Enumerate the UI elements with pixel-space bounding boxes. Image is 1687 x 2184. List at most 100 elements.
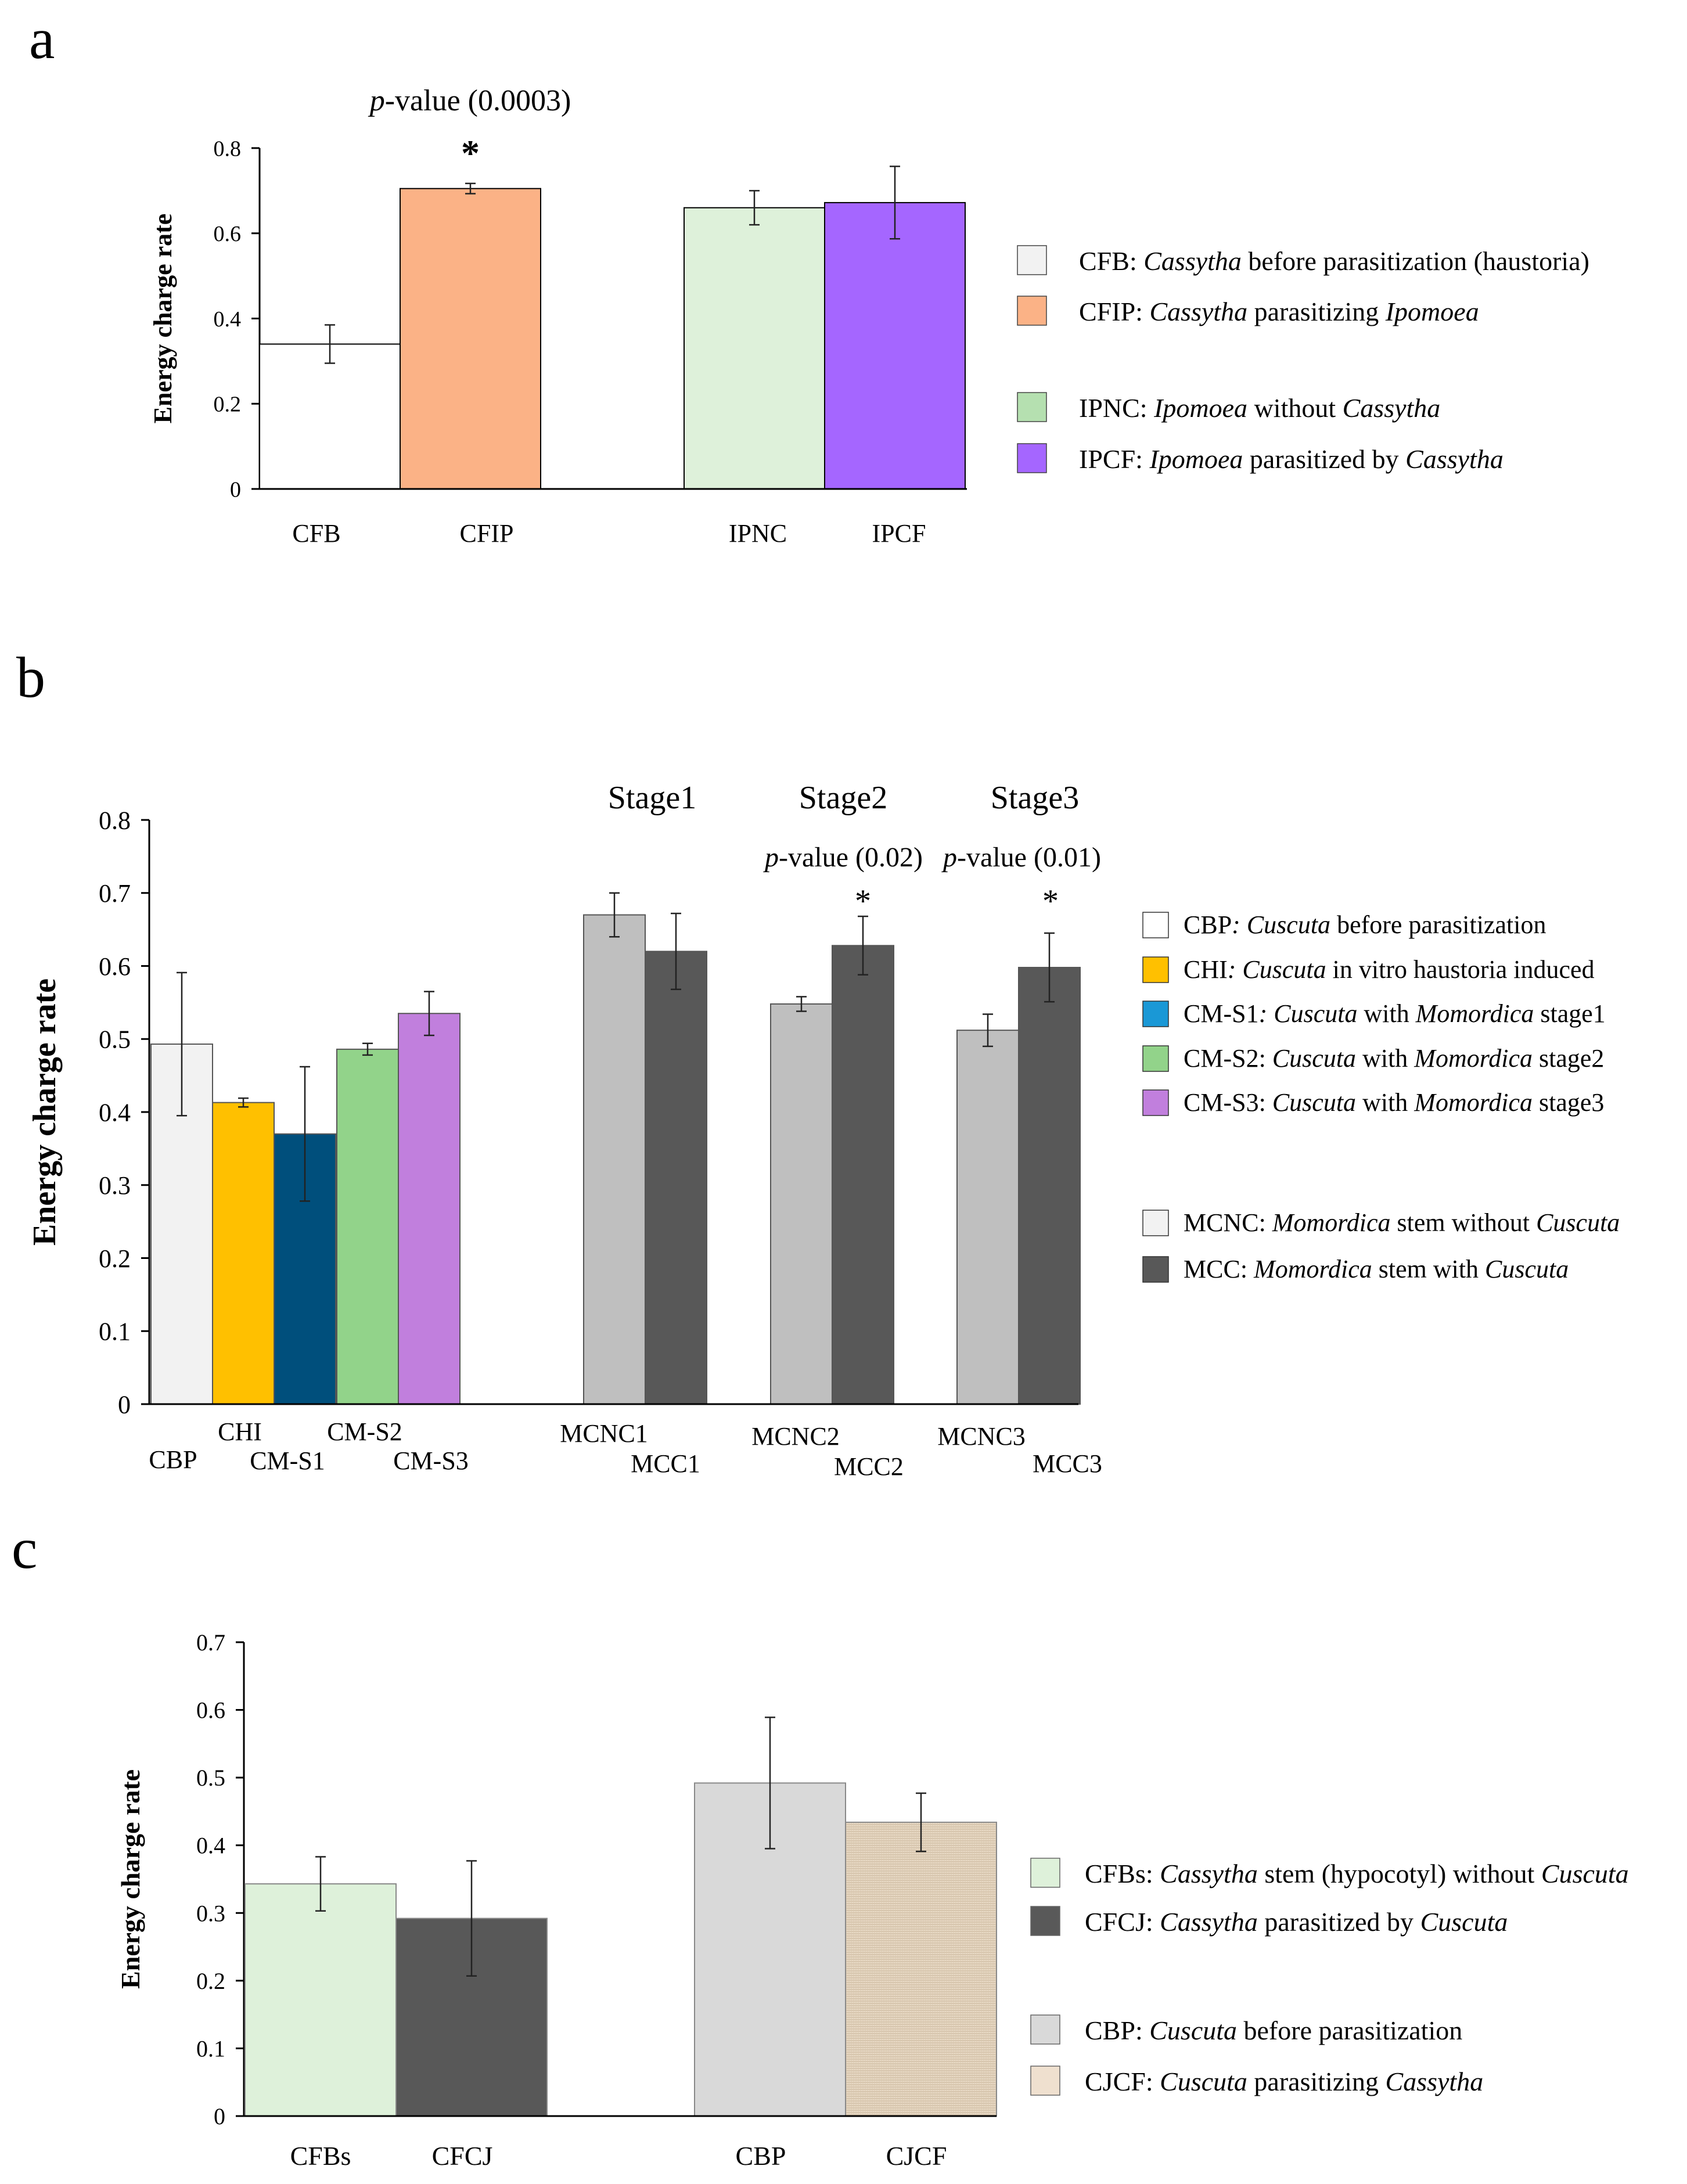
y-tick-label: 0.2 (214, 393, 242, 417)
bar-CJCF (845, 1822, 997, 2117)
legend-label-IPCF-part-0: IPCF: (1079, 444, 1149, 474)
bar-CFBs (244, 1883, 397, 2117)
legend-label-CM-S3-part-3: Momordica (1413, 1088, 1533, 1117)
legend-label-MCC-part-0: MCC: (1184, 1255, 1254, 1283)
x-tick-label-IPCF: IPCF (872, 519, 926, 548)
legend-label-CM-S2-part-4: stage2 (1533, 1044, 1604, 1073)
x-tick-label-CHI: CHI (218, 1417, 262, 1446)
legend-label-CM-S3: CM-S3: Cuscuta with Momordica stage3 (1184, 1088, 1604, 1117)
legend-label-CM-S3-part-1: Cuscuta (1272, 1088, 1356, 1117)
stage-label-3: Stage3 (991, 780, 1079, 816)
bar-MCNC1 (583, 914, 646, 1405)
significance-star-mcc2: * (855, 883, 871, 919)
x-tick-label-CM-S2: CM-S2 (327, 1417, 402, 1446)
legend-label-CM-S1-part-1: : Cuscuta (1259, 999, 1358, 1028)
x-tick-label-IPNC: IPNC (729, 519, 787, 548)
legend-label-CM-S1-part-3: Momordica (1415, 999, 1534, 1028)
legend-label-CHI-part-0: CHI (1184, 955, 1228, 984)
p-value-annotation-mcc3: p-value (0.01) (941, 842, 1101, 873)
legend-label-CM-S1-part-2: with (1357, 999, 1415, 1028)
significance-star-mcc3: * (1042, 883, 1059, 919)
x-tick-label-CM-S1: CM-S1 (250, 1447, 325, 1475)
legend-label-MCC-part-3: Cuscuta (1485, 1255, 1569, 1283)
y-tick-label: 0.2 (196, 1968, 225, 1994)
legend-label-CJCF-part-2: parasitizing (1247, 2067, 1386, 2096)
legend-label-IPNC: IPNC: Ipomoea without Cassytha (1079, 393, 1440, 423)
legend-swatch-CBP (1030, 2014, 1060, 2045)
y-tick-label: 0 (214, 2103, 225, 2129)
legend-swatch-CFCJ (1030, 1906, 1060, 1936)
legend-label-MCC-part-1: Momordica (1253, 1255, 1372, 1283)
legend-label-MCNC: MCNC: Momordica stem without Cuscuta (1184, 1208, 1620, 1237)
legend-label-CM-S2-part-2: with (1356, 1044, 1414, 1073)
legend-label-MCNC-part-2: stem without (1391, 1208, 1537, 1237)
legend-swatch-CJCF (1030, 2066, 1060, 2096)
legend-label-CFBs: CFBs: Cassytha stem (hypocotyl) without … (1085, 1859, 1629, 1888)
p-value-annotation-cfip: p-value (0.0003) (368, 84, 571, 117)
legend-label-CFBs-part-2: stem (hypocotyl) without (1258, 1859, 1541, 1888)
legend-label-CFB-part-0: CFB: (1079, 246, 1143, 276)
legend-label-CHI-part-2: in vitro haustoria induced (1326, 955, 1595, 984)
legend-swatch-CM-S1 (1142, 1001, 1169, 1027)
legend-swatch-CFBs (1030, 1858, 1060, 1888)
bar-CFB (259, 343, 401, 490)
legend-label-CM-S2-part-3: Momordica (1413, 1044, 1533, 1073)
y-tick-label: 0.6 (214, 222, 242, 246)
p-value-annotation-mcc3-rest: -value (0.01) (957, 842, 1101, 873)
p-value-annotation-mcc2: p-value (0.02) (763, 842, 923, 873)
legend-label-IPCF-part-1: Ipomoea (1149, 444, 1243, 474)
legend-label-MCC: MCC: Momordica stem with Cuscuta (1184, 1255, 1569, 1283)
y-tick-label: 0.4 (214, 307, 242, 332)
bar-MCC3 (1018, 967, 1081, 1405)
legend-label-CJCF-part-3: Cassytha (1386, 2067, 1484, 2096)
legend-label-CFB-part-1: Cassytha (1143, 246, 1242, 276)
x-tick-label-MCC3: MCC3 (1033, 1449, 1102, 1478)
legend-label-CFCJ-part-2: parasitized by (1258, 1907, 1420, 1937)
panel-label-a: a (29, 6, 55, 71)
bar-MCNC2 (770, 1003, 833, 1405)
legend-swatch-CM-S3 (1142, 1089, 1169, 1116)
legend-label-CBP: CBP: Cuscuta before parasitization (1085, 2016, 1462, 2045)
panel-b-chart: b 0 0.1 0.2 0.3 0.4 0.5 0.6 0.7 0.8 Energy charge … (16, 645, 1620, 1481)
legend-label-CFB: CFB: Cassytha before parasitization (hau… (1079, 246, 1589, 276)
p-value-annotation-cfip-rest: -value (0.0003) (385, 84, 571, 117)
x-tick-label-CFIP: CFIP (460, 519, 514, 548)
legend-label-CBP-part-0: CBP: (1085, 2016, 1149, 2045)
panel-label-b: b (16, 645, 45, 710)
bar-CM-S3 (398, 1013, 461, 1405)
legend-swatch-CBP (1142, 912, 1169, 938)
bar-IPCF (824, 202, 966, 490)
legend-swatch-CHI (1142, 956, 1169, 983)
legend-swatch-MCNC (1142, 1210, 1169, 1236)
legend-label-IPNC-part-3: Cassytha (1343, 393, 1441, 423)
legend-label-CM-S3-part-0: CM-S3: (1184, 1088, 1272, 1117)
legend-label-CFBs-part-3: Cuscuta (1541, 1859, 1629, 1888)
y-tick-label: 0.5 (99, 1026, 131, 1054)
bar-CHI (212, 1102, 275, 1405)
legend-label-IPCF-part-2: parasitized by (1243, 444, 1405, 474)
legend-label-CFIP-part-3: Ipomoea (1385, 297, 1479, 326)
legend-swatch-IPNC (1017, 392, 1047, 422)
stage-label-1: Stage1 (608, 780, 696, 816)
legend-label-MCC-part-2: stem with (1372, 1255, 1485, 1283)
legend-label-CHI-part-1: : Cuscuta (1228, 955, 1326, 984)
p-value-annotation-mcc2-rest: -value (0.02) (779, 842, 923, 873)
y-tick-label: 0.8 (214, 136, 242, 161)
legend-label-IPNC-part-1: Ipomoea (1153, 393, 1247, 423)
legend-label-CM-S3-part-2: with (1356, 1088, 1414, 1117)
panel-a-chart: a 0 0.2 0.4 0.6 0.8 Energy charge rate CFB CFIP I… (29, 6, 1589, 548)
legend-swatch-CM-S2 (1142, 1045, 1169, 1072)
x-tick-label-CBP: CBP (149, 1445, 197, 1474)
y-tick-label: 0.8 (99, 806, 131, 834)
x-tick-label-MCC2: MCC2 (834, 1452, 904, 1481)
legend-swatch-MCC (1142, 1256, 1169, 1283)
y-tick-label: 0.1 (99, 1318, 131, 1346)
legend-label-CM-S3-part-4: stage3 (1533, 1088, 1604, 1117)
x-tick-label-CFBs: CFBs (290, 2141, 351, 2171)
legend-label-CFCJ: CFCJ: Cassytha parasitized by Cuscuta (1085, 1907, 1508, 1937)
bar-MCNC3 (956, 1030, 1019, 1405)
x-tick-label-MCC1: MCC1 (631, 1449, 700, 1478)
y-tick-label: 0.6 (99, 952, 131, 981)
y-axis-title: Energy charge rate (149, 214, 177, 424)
